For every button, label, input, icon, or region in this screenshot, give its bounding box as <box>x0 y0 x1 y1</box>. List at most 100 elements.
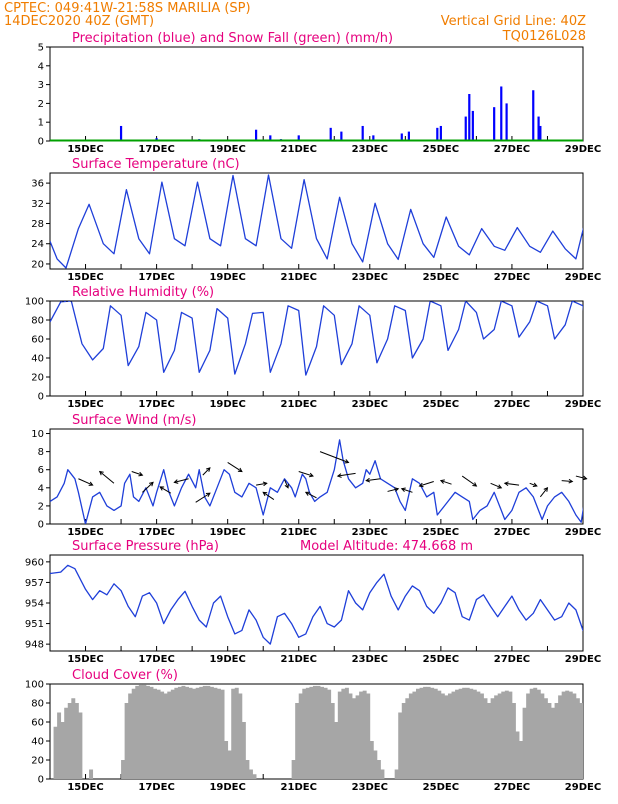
rh-xtick-label: 21DEC <box>281 399 317 410</box>
cloud-bar <box>121 760 126 779</box>
temp-frame <box>49 172 584 270</box>
wind-arrow-shaft <box>401 488 413 493</box>
cloud-bar <box>142 684 147 779</box>
cloud-bar <box>174 687 179 779</box>
wind-arrow-head <box>418 482 424 488</box>
precip-bar <box>407 131 410 141</box>
cloud-bar <box>554 703 559 779</box>
rh-title: Relative Humidity (%) <box>72 285 214 300</box>
cloud-bar <box>369 741 374 779</box>
wind-series-line <box>50 439 583 524</box>
wind-arrow-head <box>173 479 179 484</box>
rh-xtick-label: 29DEC <box>565 399 601 410</box>
cloud-bar <box>188 687 193 779</box>
wind-xtick-label: 21DEC <box>281 527 317 538</box>
cloud-bar <box>352 698 356 779</box>
wind-arrow-head <box>582 475 588 481</box>
temp-xtick-label: 19DEC <box>209 272 245 283</box>
cloud-bar <box>472 689 477 779</box>
cloud-bar <box>64 707 69 779</box>
cloud-bar <box>145 685 150 779</box>
cloud-bar <box>476 691 481 779</box>
wind-arrow-shaft <box>319 451 349 463</box>
temp-xtick-label: 15DEC <box>67 272 103 283</box>
temp-title: Surface Temperature (nC) <box>72 157 240 172</box>
temp-xtick-label: 21DEC <box>281 272 317 283</box>
cloud-panel: 0 20 40 60 80 100 15DEC 17DEC 19DEC 21DEC 23DEC 25D… <box>25 668 601 793</box>
cloud-bar <box>483 698 488 779</box>
cloud-bar <box>67 703 72 779</box>
press-xtick-label: 23DEC <box>352 654 388 665</box>
temp-xtick-label: 27DEC <box>494 272 530 283</box>
cloud-bar <box>238 693 243 779</box>
cloud-bar <box>437 690 442 779</box>
cloud-bar <box>501 691 506 779</box>
cloud-xtick-label: 19DEC <box>209 782 245 793</box>
rh-panel: 0 20 40 60 80 100 15DEC 17DEC 19DEC 21DEC 23DEC 25D… <box>25 285 601 410</box>
temp-ytick-label: 28 <box>31 219 44 230</box>
precip-bar <box>361 125 364 141</box>
cloud-bar <box>533 687 538 779</box>
cloud-bar <box>231 688 236 779</box>
rh-ytick-label: 0 <box>38 392 44 403</box>
cloud-ytick-label: 40 <box>31 737 44 748</box>
cloud-bar <box>312 685 317 779</box>
precip-bar <box>505 103 508 141</box>
press-annotation: Model Altitude: 474.668 m <box>300 539 473 554</box>
cloud-bar <box>405 698 410 779</box>
wind-arrow-shaft <box>227 462 243 472</box>
temp-xtick-label: 25DEC <box>423 272 459 283</box>
precip-ytick-label: 4 <box>38 61 44 72</box>
precip-panel: 0 1 2 3 4 5 15DEC 17DEC 19DEC 21DEC 23DEC 25DEC 27DE… <box>38 31 602 155</box>
wind-ytick-label: 10 <box>31 429 44 440</box>
rh-frame <box>49 300 584 397</box>
cloud-bar <box>355 695 360 779</box>
cloud-bar <box>131 688 136 779</box>
cloud-bar <box>551 707 555 779</box>
wind-xtick-label: 19DEC <box>209 527 245 538</box>
wind-title: Surface Wind (m/s) <box>72 413 196 428</box>
cloud-bar <box>298 693 303 779</box>
wind-arrow-shaft <box>387 488 399 492</box>
cloud-bar <box>426 686 431 779</box>
wind-arrow-shaft <box>561 480 573 482</box>
wind-arrow-shaft <box>298 471 314 477</box>
wind-arrow-shaft <box>195 492 211 503</box>
cloud-xtick-label: 21DEC <box>281 782 317 793</box>
cloud-ytick-label: 100 <box>25 680 44 691</box>
cloud-bar <box>128 693 133 779</box>
cloud-bar <box>412 691 417 779</box>
cloud-bar <box>394 769 399 779</box>
press-xtick-label: 21DEC <box>281 654 317 665</box>
cloud-bar <box>334 722 339 779</box>
precip-bar <box>500 86 503 141</box>
cloud-bar <box>419 687 424 779</box>
cloud-bar <box>469 688 474 779</box>
wind-xtick-label: 27DEC <box>494 527 530 538</box>
temp-series-line <box>50 174 583 269</box>
cloud-bar <box>490 698 495 779</box>
cloud-bar <box>558 695 563 779</box>
wind-arrow-shaft <box>504 482 520 486</box>
cloud-bar <box>138 684 143 779</box>
wind-xtick-label: 15DEC <box>67 527 103 538</box>
cloud-bar <box>479 693 484 779</box>
cloud-bar <box>455 689 460 779</box>
temp-ytick-label: 24 <box>31 239 44 250</box>
temp-ytick-label: 32 <box>31 199 44 210</box>
press-series-line <box>50 564 583 645</box>
precip-ytick-label: 3 <box>38 80 44 91</box>
wind-ytick-label: 8 <box>38 447 44 458</box>
cloud-bar <box>220 689 225 779</box>
rh-ytick-label: 20 <box>31 373 44 384</box>
cloud-bar <box>252 774 257 779</box>
cloud-bar <box>565 690 570 779</box>
cloud-bar <box>487 703 492 779</box>
precip-bar <box>119 125 123 141</box>
wind-arrow-shaft <box>142 482 154 493</box>
cloud-bar <box>135 685 140 779</box>
wind-arrow-shaft <box>174 478 189 483</box>
cloud-bar <box>181 685 186 779</box>
precip-ytick-label: 0 <box>38 137 44 148</box>
